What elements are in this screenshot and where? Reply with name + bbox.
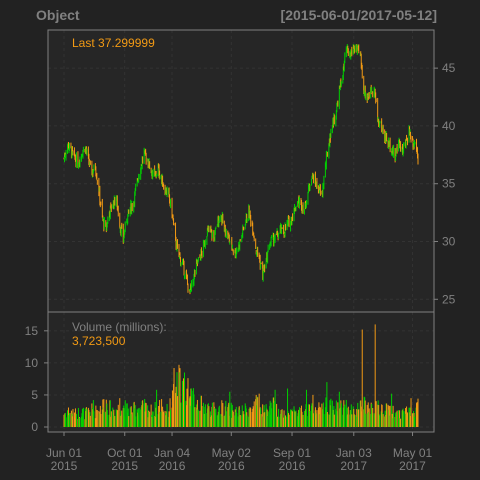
price-tick-label: 35: [442, 177, 456, 191]
date-tick-year: 2015: [51, 459, 78, 473]
grid-lines: [48, 30, 434, 432]
volume-tick-label: 0: [31, 420, 38, 434]
date-tick-year: 2016: [218, 459, 245, 473]
volume-panel-frame: [47, 311, 435, 433]
volume-bars: [63, 324, 419, 427]
last-price-label: Last 37.299999: [72, 36, 155, 50]
price-tick-label: 40: [442, 119, 456, 133]
date-tick-label: Jan 04: [154, 446, 190, 460]
date-tick-label: Jun 01: [46, 446, 82, 460]
date-tick-year: 2015: [111, 459, 138, 473]
date-tick-year: 2017: [340, 459, 367, 473]
date-tick-year: 2016: [279, 459, 306, 473]
price-axis: 25 30 35 40 45: [434, 61, 456, 306]
date-tick-label: May 02: [212, 446, 252, 460]
volume-tick-label: 5: [31, 388, 38, 402]
date-tick-label: Oct 01: [107, 446, 143, 460]
price-candles: [63, 44, 419, 295]
chart-title-right: [2015-06-01/2017-05-12]: [281, 7, 437, 23]
volume-tick-label: 15: [25, 324, 39, 338]
date-tick-year: 2017: [399, 459, 426, 473]
date-tick-year: 2016: [159, 459, 186, 473]
date-tick-label: May 01: [393, 446, 433, 460]
chart-title-left: Object: [36, 7, 80, 23]
price-tick-label: 25: [442, 292, 456, 306]
volume-axis: 0 5 10 15: [25, 324, 48, 434]
price-tick-label: 30: [442, 235, 456, 249]
volume-tick-label: 10: [25, 356, 39, 370]
price-tick-label: 45: [442, 61, 456, 75]
date-tick-label: Jan 03: [336, 446, 372, 460]
volume-title: Volume (millions):: [72, 320, 167, 334]
date-tick-label: Sep 01: [273, 446, 311, 460]
price-panel: [48, 30, 434, 312]
volume-value: 3,723,500: [72, 334, 126, 348]
